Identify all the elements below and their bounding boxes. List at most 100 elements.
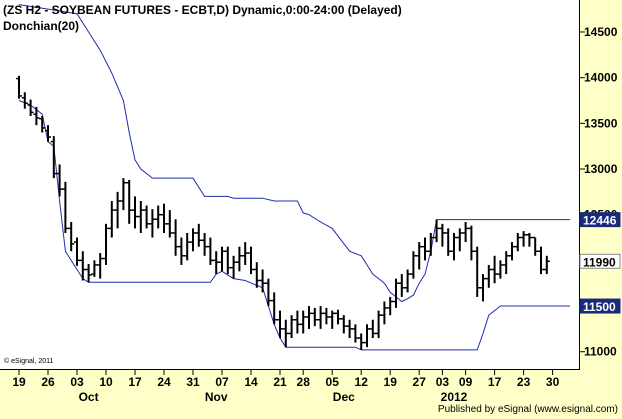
ohlc-bar[interactable]: [79, 251, 86, 281]
ohlc-bar[interactable]: [538, 246, 544, 275]
ohlc-bar[interactable]: [97, 253, 104, 279]
ohlc-bar[interactable]: [33, 106, 40, 126]
ohlc-bar[interactable]: [445, 228, 452, 256]
ohlc-bar[interactable]: [288, 315, 295, 339]
ohlc-bar[interactable]: [213, 251, 220, 275]
ohlc-bar[interactable]: [137, 200, 144, 233]
donchian-upper-line: [18, 4, 570, 303]
ohlc-bar[interactable]: [149, 209, 156, 238]
ohlc-bar[interactable]: [195, 223, 202, 247]
ohlc-bar[interactable]: [451, 232, 457, 261]
ohlc-bar[interactable]: [335, 309, 341, 325]
ohlc-bar[interactable]: [21, 92, 28, 109]
y-tick-label: 11000: [584, 345, 617, 359]
ohlc-bar[interactable]: [126, 179, 133, 224]
ohlc-bar[interactable]: [416, 242, 423, 270]
ohlc-bar[interactable]: [74, 237, 80, 266]
ohlc-bar[interactable]: [439, 223, 446, 247]
copyright-notice: © eSignal, 2011: [4, 358, 54, 365]
ohlc-bar[interactable]: [485, 264, 492, 288]
ohlc-bar[interactable]: [259, 269, 266, 293]
ohlc-bar[interactable]: [114, 191, 121, 229]
ohlc-bar[interactable]: [497, 260, 504, 279]
ohlc-bar[interactable]: [340, 315, 347, 334]
ohlc-bar[interactable]: [265, 278, 272, 307]
ohlc-bar[interactable]: [132, 196, 138, 229]
ohlc-bar[interactable]: [242, 242, 249, 265]
price-label-box: [579, 253, 621, 269]
ohlc-bar[interactable]: [543, 255, 550, 275]
ohlc-bar[interactable]: [404, 269, 411, 293]
ohlc-bar[interactable]: [62, 181, 69, 233]
ohlc-bar[interactable]: [282, 319, 289, 348]
ohlc-bar[interactable]: [56, 164, 63, 197]
ohlc-bar[interactable]: [91, 260, 98, 277]
ohlc-bar[interactable]: [427, 232, 434, 256]
ohlc-bar[interactable]: [184, 232, 191, 261]
ohlc-bar[interactable]: [103, 223, 109, 265]
ohlc-bar[interactable]: [393, 278, 399, 308]
ohlc-bar[interactable]: [456, 228, 463, 252]
ohlc-bar[interactable]: [166, 210, 173, 238]
ohlc-bar[interactable]: [230, 255, 237, 279]
ohlc-bar[interactable]: [45, 125, 51, 142]
ohlc-bar[interactable]: [190, 228, 196, 252]
ohlc-bar[interactable]: [311, 307, 318, 327]
ohlc-bar[interactable]: [50, 136, 57, 179]
ohlc-bar[interactable]: [224, 246, 231, 275]
ohlc-bar[interactable]: [27, 99, 34, 117]
ohlc-bar[interactable]: [352, 324, 359, 343]
ohlc-bar[interactable]: [480, 274, 486, 302]
ohlc-bar[interactable]: [300, 310, 307, 334]
ohlc-bar[interactable]: [277, 310, 283, 339]
ohlc-bar[interactable]: [108, 200, 115, 238]
ohlc-bar[interactable]: [317, 306, 324, 329]
ohlc-bar[interactable]: [306, 306, 312, 329]
ohlc-bar[interactable]: [85, 264, 92, 283]
ohlc-bar[interactable]: [375, 310, 382, 339]
ohlc-bar[interactable]: [68, 222, 75, 252]
ohlc-bar[interactable]: [120, 178, 127, 211]
x-tick-label: 05: [326, 375, 340, 389]
ohlc-bar[interactable]: [468, 225, 475, 261]
ohlc-bar[interactable]: [462, 222, 469, 243]
ohlc-bar[interactable]: [201, 232, 208, 256]
ohlc-bar[interactable]: [16, 75, 22, 99]
ohlc-bar[interactable]: [369, 319, 376, 339]
ohlc-bar[interactable]: [387, 296, 394, 316]
ohlc-bar[interactable]: [520, 231, 527, 247]
ohlc-bar[interactable]: [207, 237, 214, 265]
ohlc-bar[interactable]: [248, 246, 254, 275]
ohlc-bar[interactable]: [514, 232, 521, 252]
ohlc-bar[interactable]: [398, 274, 405, 297]
ohlc-bar[interactable]: [364, 324, 370, 348]
ohlc-bar[interactable]: [294, 310, 301, 334]
ohlc-bar[interactable]: [323, 307, 330, 325]
ohlc-bar[interactable]: [346, 319, 353, 339]
ohlc-bar[interactable]: [143, 205, 150, 229]
ohlc-bar[interactable]: [253, 262, 260, 288]
y-tick-label: 13000: [584, 162, 618, 176]
ohlc-bar[interactable]: [381, 301, 388, 325]
ohlc-bar[interactable]: [236, 246, 243, 272]
ohlc-bar[interactable]: [172, 219, 179, 256]
ohlc-bar[interactable]: [503, 251, 510, 275]
ohlc-bar[interactable]: [178, 237, 185, 265]
ohlc-bar[interactable]: [532, 236, 539, 256]
ohlc-bar[interactable]: [410, 251, 417, 279]
ohlc-bar[interactable]: [509, 242, 515, 261]
ohlc-bar[interactable]: [271, 292, 278, 325]
ohlc-bar[interactable]: [155, 205, 162, 229]
x-tick-label: 28: [297, 375, 311, 389]
ohlc-bar[interactable]: [474, 246, 481, 297]
ohlc-bar[interactable]: [219, 246, 225, 272]
ohlc-bar[interactable]: [39, 116, 46, 133]
ohlc-bar[interactable]: [433, 219, 440, 243]
ohlc-bar[interactable]: [422, 237, 428, 261]
ohlc-bar[interactable]: [161, 203, 167, 233]
ohlc-bar[interactable]: [358, 333, 365, 350]
ohlc-bar[interactable]: [491, 255, 498, 284]
ohlc-bar[interactable]: [526, 232, 533, 247]
ohlc-bar[interactable]: [329, 310, 336, 329]
